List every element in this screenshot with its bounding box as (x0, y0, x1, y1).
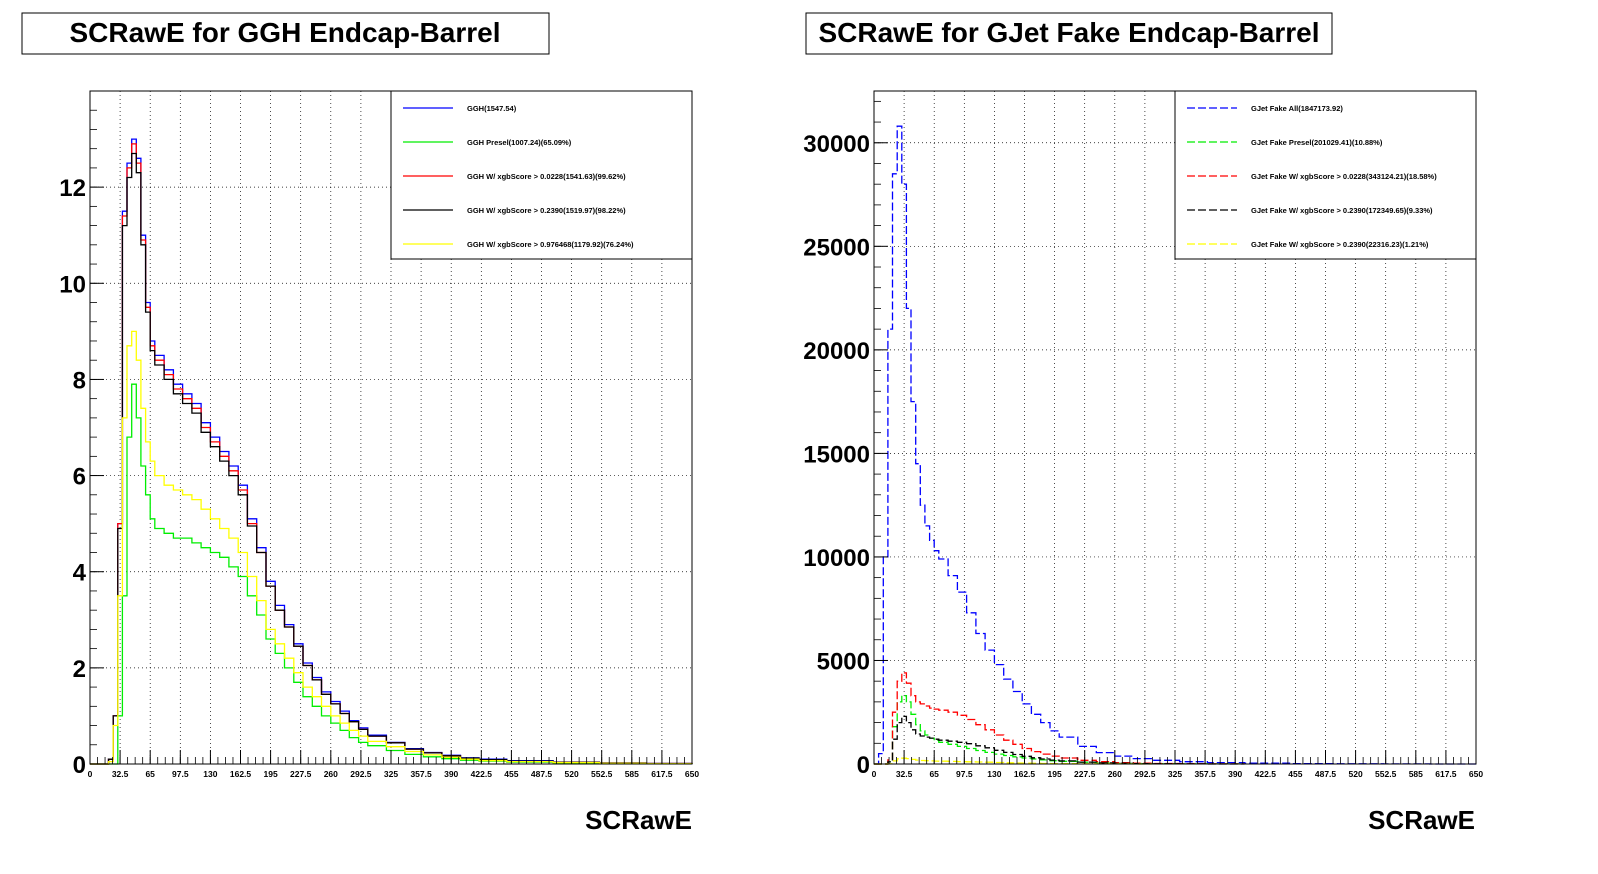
x-tick-label: 552.5 (1375, 769, 1397, 779)
x-tick-label: 650 (685, 769, 699, 779)
series-line-0 (874, 125, 1476, 765)
y-tick-label: 30000 (803, 131, 870, 158)
x-tick-label: 617.5 (1435, 769, 1457, 779)
series-line-3 (90, 152, 693, 765)
x-tick-label: 130 (203, 769, 217, 779)
x-tick-label: 260 (1108, 769, 1122, 779)
legend-label: GJet Fake All(1847173.92) (1251, 104, 1343, 113)
x-tick-label: 422.5 (471, 769, 493, 779)
y-tick-label: 2 (73, 656, 86, 683)
x-tick-label: 162.5 (1014, 769, 1036, 779)
chart-title: SCRawE for GGH Endcap-Barrel (70, 17, 501, 48)
x-tick-label: 487.5 (1315, 769, 1337, 779)
x-tick-label: 585 (1409, 769, 1423, 779)
legend-box (1174, 90, 1477, 260)
x-tick-label: 390 (444, 769, 458, 779)
x-tick-label: 130 (987, 769, 1001, 779)
x-axis-ticks: 0 32.5 65 97.5 130 162.5 195 227.5 260 292.5 325 35… (872, 750, 1483, 779)
y-axis-ticks: 0 5000 10000 15000 20000 25000 30000 (803, 100, 888, 779)
x-tick-label: 552.5 (591, 769, 613, 779)
x-tick-label: 585 (625, 769, 639, 779)
series-group (90, 138, 693, 765)
y-tick-label: 5000 (817, 648, 870, 675)
y-tick-label: 6 (73, 464, 86, 491)
y-tick-label: 0 (73, 752, 86, 779)
x-axis-ticks: 0 32.5 65 97.5 130 162.5 195 227.5 260 292.5 325 35… (88, 750, 699, 779)
x-tick-label: 227.5 (290, 769, 312, 779)
x-tick-label: 325 (384, 769, 398, 779)
x-tick-label: 357.5 (410, 769, 432, 779)
chart-title: SCRawE for GJet Fake Endcap-Barrel (818, 17, 1319, 48)
x-tick-label: 162.5 (230, 769, 252, 779)
x-tick-label: 195 (264, 769, 278, 779)
y-axis-ticks: 0 2 4 6 8 10 12 (59, 109, 104, 779)
x-tick-label: 617.5 (651, 769, 673, 779)
x-tick-label: 65 (929, 769, 939, 779)
legend-box (390, 90, 693, 260)
y-tick-label: 0 (857, 752, 870, 779)
title-box (805, 12, 1333, 55)
y-tick-label: 20000 (803, 338, 870, 365)
x-tick-label: 520 (1349, 769, 1363, 779)
x-tick-label: 390 (1228, 769, 1242, 779)
x-tick-label: 455 (504, 769, 518, 779)
x-tick-label: 32.5 (896, 769, 913, 779)
legend-label: GJet Fake W/ xgbScore > 0.2390(22316.23)… (1251, 240, 1429, 249)
x-tick-label: 520 (565, 769, 579, 779)
x-axis-label: SCRawE (1368, 805, 1475, 835)
legend: GJet Fake All(1847173.92) GJet Fake Prese… (1174, 90, 1477, 260)
x-tick-label: 357.5 (1194, 769, 1216, 779)
y-tick-label: 8 (73, 367, 86, 394)
legend: GGH(1547.54) GGH Presel(1007.24)(65.09%) G… (390, 90, 693, 260)
legend-label: GGH W/ xgbScore > 0.0228(1541.63)(99.62%… (467, 172, 626, 181)
legend-label: GJet Fake W/ xgbScore > 0.0228(343124.21… (1251, 172, 1437, 181)
legend-label: GGH Presel(1007.24)(65.09%) (467, 138, 572, 147)
x-tick-label: 260 (324, 769, 338, 779)
x-tick-label: 195 (1048, 769, 1062, 779)
x-tick-label: 97.5 (956, 769, 973, 779)
legend-label: GJet Fake Presel(201029.41)(10.88%) (1251, 138, 1383, 147)
y-tick-label: 25000 (803, 234, 870, 261)
y-tick-label: 10 (59, 271, 86, 298)
title-box (21, 12, 550, 55)
y-tick-label: 10000 (803, 545, 870, 572)
chart-gjet-fake: SCRawE for GJet Fake Endcap-Barrel 0 5000… (803, 12, 1483, 835)
series-line-3 (874, 715, 1245, 765)
series-line-2 (874, 672, 1246, 765)
legend-label: GJet Fake W/ xgbScore > 0.2390(172349.65… (1251, 206, 1433, 215)
x-tick-label: 650 (1469, 769, 1483, 779)
series-line-4 (90, 330, 693, 765)
x-tick-label: 97.5 (172, 769, 189, 779)
x-tick-label: 487.5 (531, 769, 553, 779)
legend-label: GGH W/ xgbScore > 0.976468(1179.92)(76.2… (467, 240, 634, 249)
x-tick-label: 0 (872, 769, 877, 779)
legend-label: GGH W/ xgbScore > 0.2390(1519.97)(98.22%… (467, 206, 626, 215)
y-tick-label: 15000 (803, 441, 870, 468)
chart-ggh: SCRawE for GGH Endcap-Barrel 0 2 4 6 8 10 12 0… (21, 12, 699, 835)
x-tick-label: 455 (1288, 769, 1302, 779)
y-tick-label: 12 (59, 175, 86, 202)
x-tick-label: 65 (145, 769, 155, 779)
x-tick-label: 0 (88, 769, 93, 779)
legend-label: GGH(1547.54) (467, 104, 517, 113)
x-tick-label: 227.5 (1074, 769, 1096, 779)
y-tick-label: 4 (73, 560, 87, 587)
x-tick-label: 292.5 (350, 769, 372, 779)
x-tick-label: 292.5 (1134, 769, 1156, 779)
x-tick-label: 325 (1168, 769, 1182, 779)
x-tick-label: 32.5 (112, 769, 129, 779)
x-tick-label: 422.5 (1255, 769, 1277, 779)
x-axis-label: SCRawE (585, 805, 692, 835)
